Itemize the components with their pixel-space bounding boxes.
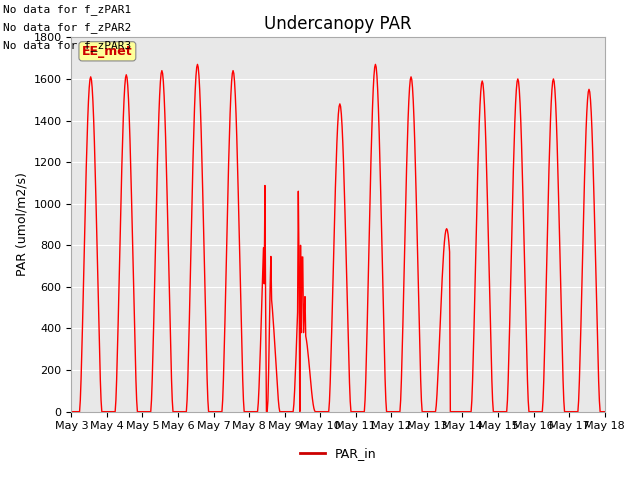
Legend: PAR_in: PAR_in [294, 443, 381, 465]
Y-axis label: PAR (umol/m2/s): PAR (umol/m2/s) [15, 173, 28, 276]
Text: No data for f_zPAR3: No data for f_zPAR3 [3, 40, 131, 51]
Title: Undercanopy PAR: Undercanopy PAR [264, 15, 412, 33]
Text: EE_met: EE_met [82, 45, 132, 58]
Text: No data for f_zPAR2: No data for f_zPAR2 [3, 22, 131, 33]
Text: No data for f_zPAR1: No data for f_zPAR1 [3, 4, 131, 15]
